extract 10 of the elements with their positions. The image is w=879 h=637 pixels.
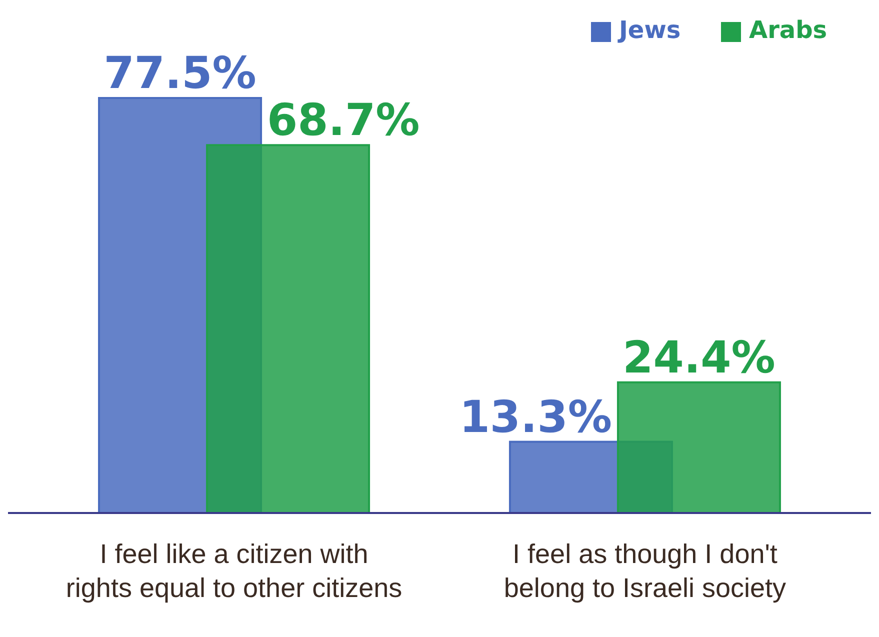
legend-label: Arabs: [749, 16, 828, 44]
data-label: 77.5%: [104, 48, 256, 99]
legend-label: Jews: [617, 16, 681, 44]
data-label: 13.3%: [459, 392, 612, 443]
data-label: 68.7%: [267, 95, 420, 146]
x-tick-label: I feel like a citizen with rights equal to other citizens: [66, 539, 402, 603]
data-label: 24.4%: [622, 332, 776, 384]
bar: [616, 381, 781, 514]
bar: [206, 144, 370, 514]
x-tick-label: I feel as though I don't belong to Israeli society: [504, 539, 787, 603]
